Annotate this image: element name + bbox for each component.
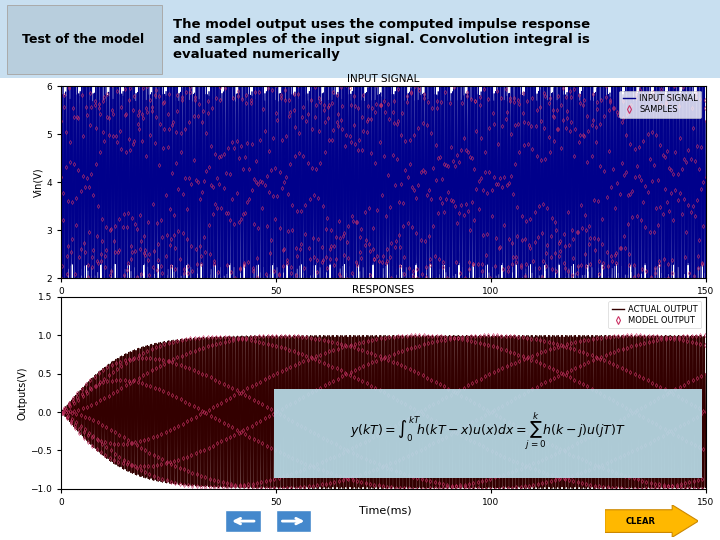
INPUT SIGNAL — [210, 206, 219, 213]
Line: ACTUAL OUTPUT: ACTUAL OUTPUT — [61, 335, 706, 489]
ACTUAL OUTPUT — [213, 335, 222, 341]
Legend: INPUT SIGNAL, SAMPLES: INPUT SIGNAL, SAMPLES — [619, 91, 701, 118]
ACTUAL OUTPUT — [346, 466, 354, 472]
Line: INPUT SIGNAL: INPUT SIGNAL — [61, 72, 706, 293]
SAMPLES — [171, 245, 179, 251]
Bar — [225, 510, 261, 532]
INPUT SIGNAL — [213, 98, 222, 104]
INPUT SIGNAL — [346, 274, 354, 281]
MODEL OUTPUT — [57, 409, 66, 415]
MODEL OUTPUT — [171, 462, 179, 469]
MODEL OUTPUT — [701, 332, 709, 339]
Text: CLEAR: CLEAR — [626, 517, 655, 525]
INPUT SIGNAL — [696, 195, 705, 201]
Line: MODEL OUTPUT: MODEL OUTPUT — [60, 334, 707, 490]
MODEL OUTPUT — [488, 332, 497, 339]
Line: SAMPLES: SAMPLES — [60, 71, 707, 294]
SAMPLES — [57, 173, 66, 180]
FancyBboxPatch shape — [7, 5, 162, 73]
SAMPLES — [264, 69, 272, 76]
SAMPLES — [544, 100, 553, 107]
ACTUAL OUTPUT — [701, 409, 710, 415]
ACTUAL OUTPUT — [57, 409, 66, 415]
ACTUAL OUTPUT — [696, 363, 705, 370]
Y-axis label: Vin(V): Vin(V) — [34, 167, 44, 197]
SAMPLES — [488, 70, 497, 76]
MODEL OUTPUT — [348, 450, 357, 456]
Text: Test of the model: Test of the model — [22, 32, 144, 46]
INPUT SIGNAL — [636, 69, 644, 76]
Polygon shape — [605, 505, 698, 537]
INPUT SIGNAL — [57, 173, 66, 180]
INPUT SIGNAL — [75, 289, 84, 296]
INPUT SIGNAL — [701, 173, 710, 180]
ACTUAL OUTPUT — [207, 405, 215, 411]
Text: Time(ms): Time(ms) — [359, 505, 412, 515]
Text: $y(kT)=\int_0^{kT}\!h(kT-x)u(x)dx=\!\sum_{j=0}^{k}\!h(k-j)u(jT)T$: $y(kT)=\int_0^{kT}\!h(kT-x)u(x)dx=\!\sum… — [350, 411, 626, 453]
ACTUAL OUTPUT — [701, 332, 709, 339]
MODEL OUTPUT — [701, 409, 710, 415]
Bar — [276, 510, 311, 532]
Title: RESPONSES: RESPONSES — [352, 285, 415, 295]
ACTUAL OUTPUT — [210, 456, 219, 462]
SAMPLES — [349, 93, 358, 100]
Y-axis label: Outputs(V): Outputs(V) — [17, 366, 27, 420]
ACTUAL OUTPUT — [698, 485, 707, 492]
MODEL OUTPUT — [543, 440, 552, 446]
INPUT SIGNAL — [300, 267, 308, 273]
SAMPLES — [701, 173, 710, 180]
MODEL OUTPUT — [222, 480, 231, 486]
Legend: ACTUAL OUTPUT, MODEL OUTPUT: ACTUAL OUTPUT, MODEL OUTPUT — [608, 301, 701, 328]
MODEL OUTPUT — [486, 485, 495, 492]
MODEL OUTPUT — [436, 337, 445, 343]
SAMPLES — [222, 283, 231, 289]
INPUT SIGNAL — [207, 231, 215, 238]
ACTUAL OUTPUT — [300, 455, 308, 462]
SAMPLES — [438, 200, 446, 206]
Text: The model output uses the computed impulse response
and samples of the input sig: The model output uses the computed impul… — [173, 18, 590, 60]
SAMPLES — [490, 289, 499, 296]
Title: INPUT SIGNAL: INPUT SIGNAL — [347, 74, 420, 84]
